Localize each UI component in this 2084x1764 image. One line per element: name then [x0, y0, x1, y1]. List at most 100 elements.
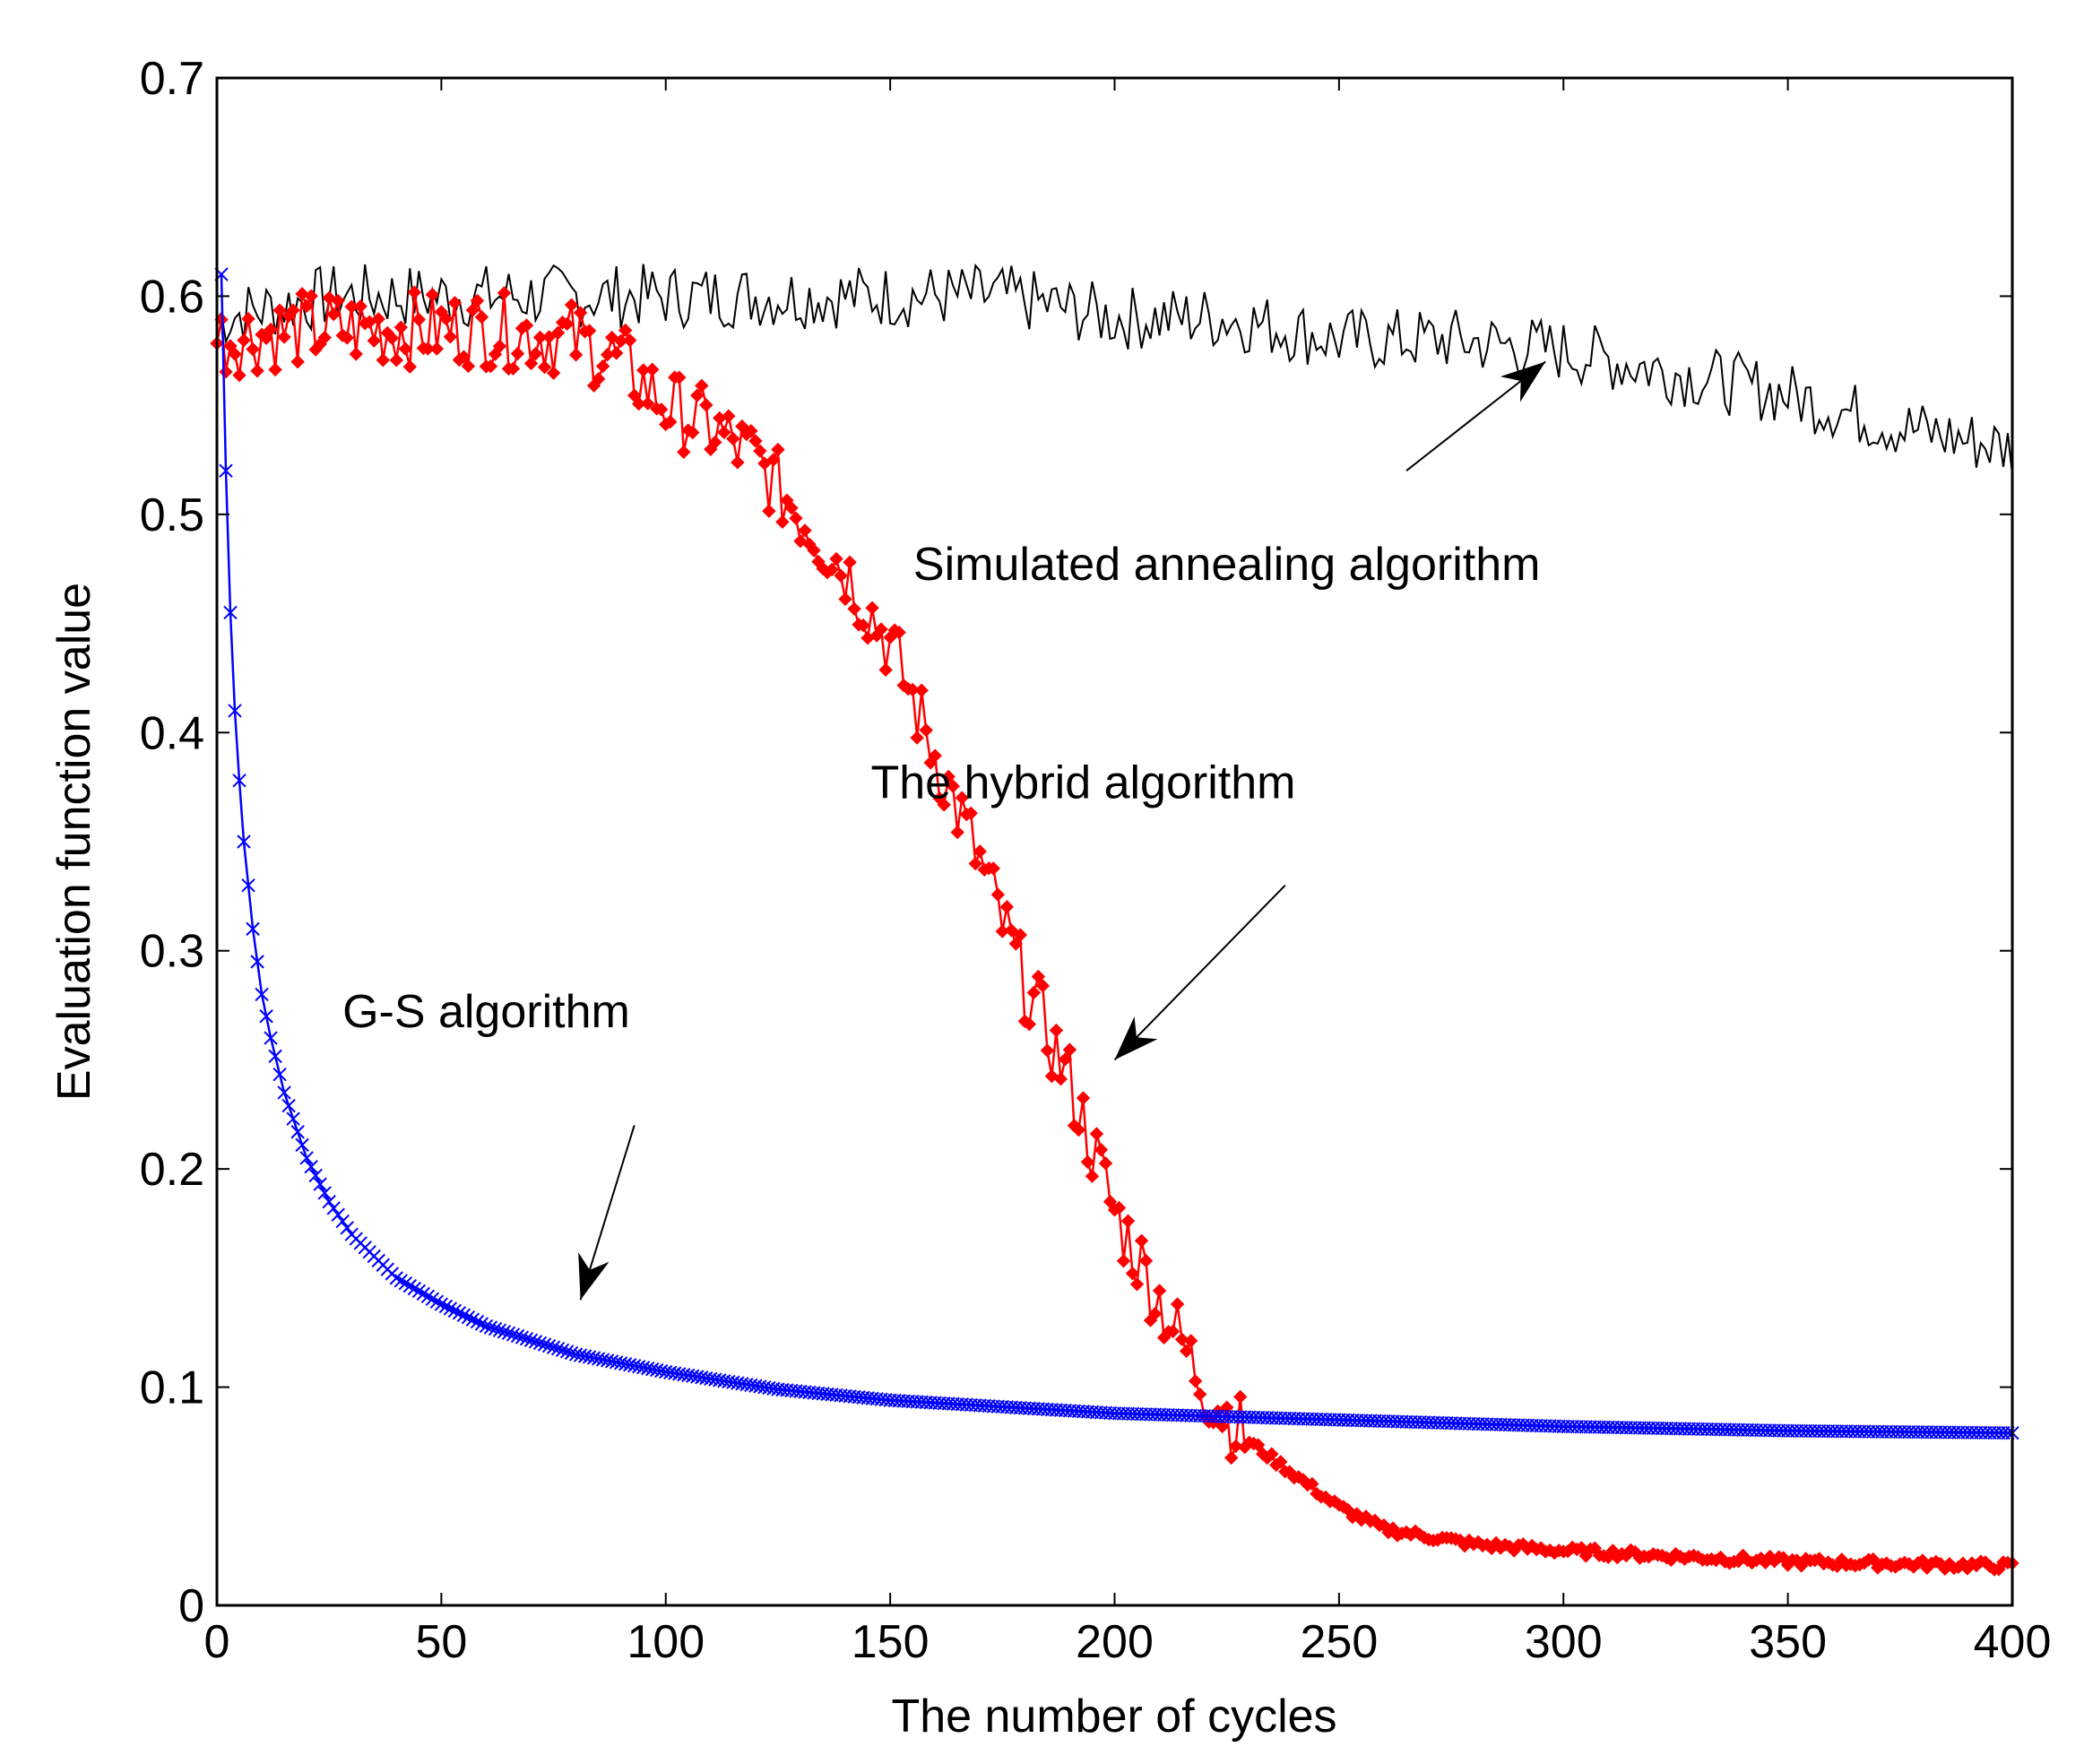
gs-point: [461, 1310, 476, 1325]
gs-point: [326, 1201, 341, 1215]
hybrid-point: [843, 555, 857, 569]
hybrid-point: [443, 330, 458, 344]
x-tick-label: 50: [415, 1616, 467, 1668]
hybrid-point: [470, 293, 485, 308]
gs-point: [519, 1331, 534, 1346]
hybrid-point: [1179, 1344, 1194, 1359]
gs-point: [564, 1345, 579, 1361]
y-tick-label: 0.7: [140, 53, 204, 105]
hybrid-point: [609, 346, 624, 360]
hybrid-point: [290, 354, 305, 369]
gs-point: [546, 1340, 561, 1354]
plot-frame: [215, 76, 2014, 1607]
hybrid-point: [1192, 1387, 1207, 1402]
gs-point: [515, 1330, 530, 1345]
hybrid-point: [299, 298, 314, 314]
hybrid-point: [1071, 1122, 1086, 1137]
series-sa: [216, 263, 2013, 475]
hybrid-point: [528, 346, 543, 361]
hybrid-point: [420, 342, 436, 356]
gs-point: [559, 1345, 575, 1359]
gs-point: [488, 1321, 503, 1336]
hybrid-point: [1233, 1389, 1248, 1405]
hybrid-point: [264, 322, 278, 337]
hybrid-point: [914, 683, 929, 697]
gs-point: [555, 1343, 570, 1358]
hybrid-point: [1265, 1447, 1279, 1461]
hybrid-point: [1174, 1332, 1189, 1346]
hybrid-point: [744, 424, 758, 438]
hybrid-point: [999, 900, 1015, 914]
hybrid-point: [304, 289, 318, 303]
hybrid-point: [1274, 1455, 1288, 1469]
hybrid-point: [1008, 937, 1024, 951]
hybrid-point: [964, 806, 978, 821]
hybrid-point: [905, 682, 920, 697]
y-tick-label: 0.2: [140, 1144, 204, 1196]
hybrid-point: [1165, 1324, 1180, 1339]
annotation-arrow-head: [1500, 361, 1546, 402]
hybrid-point: [497, 286, 512, 300]
hybrid-point: [910, 731, 924, 745]
hybrid-point: [367, 333, 381, 348]
gs-point: [474, 1317, 489, 1331]
gs-point: [237, 834, 251, 849]
gs-point: [250, 955, 264, 969]
series-line-gs: [220, 274, 2013, 1434]
gs-point: [232, 774, 246, 788]
hybrid-point: [950, 825, 964, 840]
hybrid-point: [564, 298, 579, 312]
annotation-arrow-line: [1113, 884, 1286, 1061]
gs-point: [340, 1221, 354, 1235]
hybrid-point: [1004, 923, 1019, 938]
hybrid-point: [550, 325, 566, 340]
hybrid-point: [708, 435, 722, 450]
annotation-arrow-head: [578, 1252, 610, 1301]
gs-point: [264, 1031, 278, 1045]
x-tick-label: 0: [204, 1616, 230, 1668]
hybrid-point: [582, 324, 597, 338]
gs-point: [537, 1337, 552, 1352]
annotation-label: Simulated annealing algorithm: [913, 539, 1541, 591]
hybrid-point: [622, 333, 637, 348]
gs-point: [241, 878, 255, 893]
annotation-label: The hybrid algorithm: [870, 757, 1295, 808]
series-hybrid: [210, 285, 2019, 1577]
hybrid-point: [748, 434, 763, 448]
hybrid-point: [1031, 969, 1046, 984]
hybrid-point: [331, 293, 345, 308]
x-tick-label: 200: [1076, 1616, 1154, 1668]
hybrid-point: [699, 398, 713, 412]
hybrid-point: [986, 861, 1001, 876]
gs-point: [304, 1160, 318, 1174]
gs-point: [470, 1314, 485, 1329]
hybrid-point: [595, 359, 610, 374]
gs-point: [277, 1085, 291, 1100]
hybrid-point: [1228, 1439, 1243, 1454]
hybrid-point: [461, 359, 476, 374]
hybrid-point: [766, 453, 781, 467]
series-gs: [214, 267, 2019, 1440]
hybrid-point: [677, 445, 691, 460]
series-line-sa: [216, 263, 2013, 475]
hybrid-point: [456, 350, 471, 364]
hybrid-point: [286, 303, 300, 317]
hybrid-point: [762, 504, 776, 518]
plot-area: [217, 78, 2012, 1605]
series-layer: [210, 263, 2019, 1577]
hybrid-point: [425, 288, 440, 302]
gs-point: [523, 1333, 539, 1347]
gs-point: [331, 1207, 345, 1222]
gs-point: [497, 1325, 512, 1339]
hybrid-point: [722, 409, 736, 423]
hybrid-point: [559, 316, 575, 332]
hybrid-point: [591, 372, 606, 386]
hybrid-point: [411, 312, 427, 327]
hybrid-point: [573, 306, 588, 320]
hybrid-point: [775, 514, 790, 530]
hybrid-point: [402, 359, 418, 374]
hybrid-point: [250, 364, 264, 378]
hybrid-point: [510, 346, 525, 361]
hybrid-point: [1188, 1374, 1203, 1388]
hybrid-point: [1111, 1200, 1127, 1215]
